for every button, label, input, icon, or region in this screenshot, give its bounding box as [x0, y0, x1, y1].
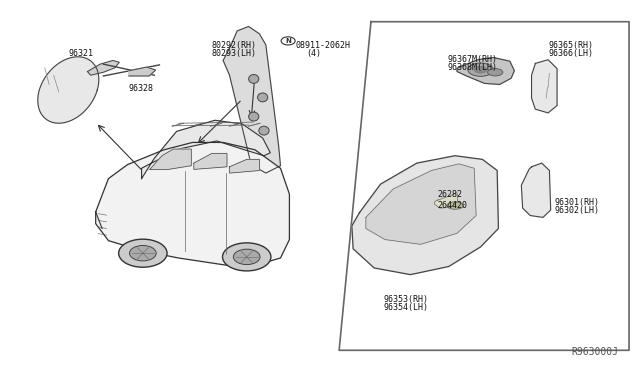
Ellipse shape [468, 63, 493, 76]
Polygon shape [194, 154, 227, 169]
Ellipse shape [257, 93, 268, 102]
Text: N: N [285, 38, 291, 44]
Polygon shape [88, 61, 119, 75]
Polygon shape [457, 58, 515, 84]
Ellipse shape [474, 66, 487, 73]
Text: 264420: 264420 [438, 201, 468, 210]
Text: 96366(LH): 96366(LH) [548, 49, 593, 58]
Polygon shape [366, 164, 476, 244]
Ellipse shape [234, 249, 260, 264]
Polygon shape [223, 26, 280, 173]
Text: 96328: 96328 [129, 84, 154, 93]
Ellipse shape [223, 243, 271, 271]
Text: 96354(LH): 96354(LH) [384, 303, 429, 312]
Polygon shape [150, 149, 191, 169]
Ellipse shape [248, 74, 259, 83]
Text: 96353(RH): 96353(RH) [384, 295, 429, 304]
Text: 96321: 96321 [68, 49, 93, 58]
Polygon shape [38, 57, 99, 123]
Polygon shape [129, 67, 156, 76]
Text: 96368M(LH): 96368M(LH) [447, 63, 497, 72]
Text: 08911-2062H: 08911-2062H [296, 41, 351, 50]
Polygon shape [96, 142, 289, 265]
Text: 26282: 26282 [438, 190, 463, 199]
Ellipse shape [488, 68, 503, 76]
Text: 96302(LH): 96302(LH) [554, 206, 600, 215]
Polygon shape [435, 193, 458, 208]
Ellipse shape [118, 239, 167, 267]
Polygon shape [532, 60, 557, 113]
Polygon shape [141, 120, 270, 179]
Ellipse shape [248, 112, 259, 121]
Polygon shape [522, 163, 550, 217]
Ellipse shape [447, 202, 463, 209]
Text: R963000J: R963000J [572, 347, 618, 357]
Text: 80292(RH): 80292(RH) [212, 41, 257, 50]
Ellipse shape [129, 246, 156, 261]
Polygon shape [230, 160, 259, 173]
Ellipse shape [259, 126, 269, 135]
Text: (4): (4) [306, 49, 321, 58]
Text: 96365(RH): 96365(RH) [548, 41, 593, 50]
Polygon shape [352, 156, 499, 275]
Text: 80293(LH): 80293(LH) [212, 49, 257, 58]
Text: 96367M(RH): 96367M(RH) [447, 55, 497, 64]
Text: 96301(RH): 96301(RH) [554, 198, 600, 207]
